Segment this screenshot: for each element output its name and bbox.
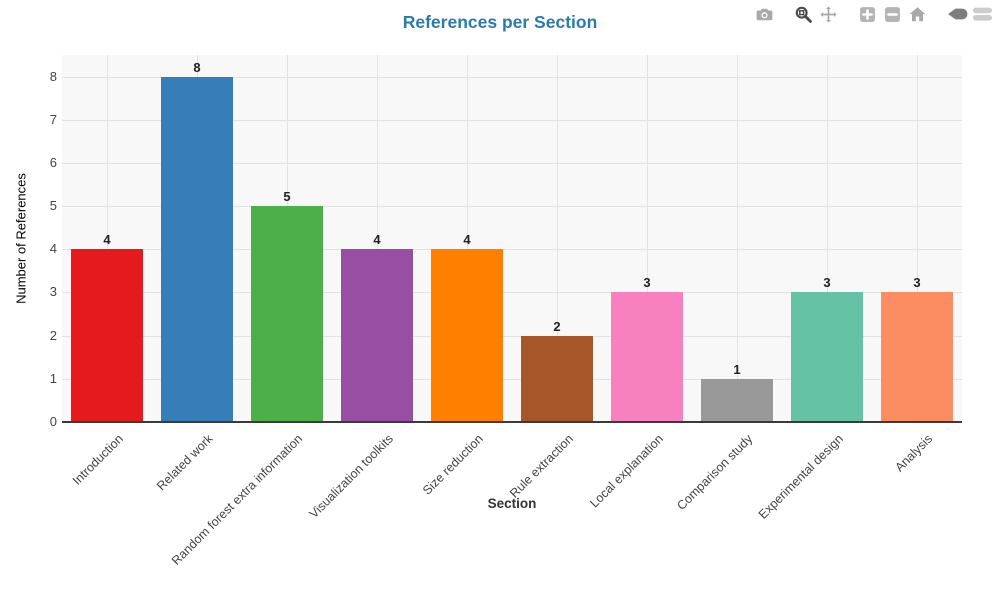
y-tick-label: 5 xyxy=(49,198,57,214)
modebar-group-logo xyxy=(941,4,994,24)
x-gridline xyxy=(647,55,648,422)
x-gridline xyxy=(827,55,828,422)
bar-introduction[interactable] xyxy=(71,249,143,422)
y-tick-label: 7 xyxy=(49,111,57,127)
x-gridline xyxy=(467,55,468,422)
zoom-out-icon[interactable] xyxy=(882,4,902,24)
modebar-group-zoom xyxy=(852,4,927,24)
y-gridline xyxy=(62,378,962,380)
bar-size-reduction[interactable] xyxy=(431,249,503,422)
modebar xyxy=(735,4,994,24)
y-tick-label: 3 xyxy=(49,284,57,300)
x-tick-label: Experimental design xyxy=(755,431,846,522)
bar-random-forest-extra-information[interactable] xyxy=(251,206,323,422)
x-tick-label: Size reduction xyxy=(419,431,486,498)
y-axis-title: Number of References xyxy=(13,173,29,304)
modebar-group-download xyxy=(749,4,774,24)
x-tick-label: Comparison study xyxy=(674,431,756,513)
chart-title: References per Section xyxy=(402,12,598,32)
plotly-logo-icon[interactable] xyxy=(946,4,994,24)
x-gridline xyxy=(107,55,108,422)
y-tick-label: 6 xyxy=(49,154,57,170)
y-tick-label: 0 xyxy=(49,414,57,429)
bar-local-explanation[interactable] xyxy=(611,292,683,422)
x-gridline xyxy=(557,55,558,422)
x-tick-label: Related work xyxy=(154,431,216,494)
zoom-icon[interactable] xyxy=(793,4,813,24)
camera-icon[interactable] xyxy=(754,4,774,24)
bar-rule-extraction[interactable] xyxy=(521,336,593,422)
x-tick-label: Visualization toolkits xyxy=(306,431,396,522)
x-tick-label: Rule extraction xyxy=(506,431,576,501)
y-gridline xyxy=(62,292,962,294)
x-tick-label: Analysis xyxy=(892,431,936,475)
y-gridline xyxy=(62,206,962,208)
zoom-in-icon[interactable] xyxy=(857,4,877,24)
x-tick-label: Random forest extra information xyxy=(169,431,306,568)
x-gridline xyxy=(737,55,738,422)
modebar-group-dragmode xyxy=(788,4,838,24)
y-tick-label: 2 xyxy=(49,327,57,343)
home-icon[interactable] xyxy=(907,4,927,24)
plot-area xyxy=(62,55,962,423)
x-tick-label: Introduction xyxy=(69,431,126,488)
x-axis-title: Section xyxy=(487,496,537,511)
y-gridline xyxy=(62,76,962,78)
y-gridline xyxy=(62,335,962,337)
y-tick-label: 4 xyxy=(49,241,57,257)
y-gridline xyxy=(62,119,962,121)
x-tick-label: Local explanation xyxy=(586,431,666,511)
x-gridline xyxy=(917,55,918,422)
bar-analysis[interactable] xyxy=(881,292,953,422)
x-gridline xyxy=(377,55,378,422)
pan-icon[interactable] xyxy=(818,4,838,24)
x-axis-line xyxy=(62,421,962,423)
bar-experimental-design[interactable] xyxy=(791,292,863,422)
bar-comparison-study[interactable] xyxy=(701,379,773,422)
bar-related-work[interactable] xyxy=(161,77,233,422)
y-tick-label: 1 xyxy=(49,370,57,386)
bar-visualization-toolkits[interactable] xyxy=(341,249,413,422)
y-gridline xyxy=(62,249,962,251)
y-tick-label: 8 xyxy=(49,68,57,84)
y-gridline xyxy=(62,162,962,164)
